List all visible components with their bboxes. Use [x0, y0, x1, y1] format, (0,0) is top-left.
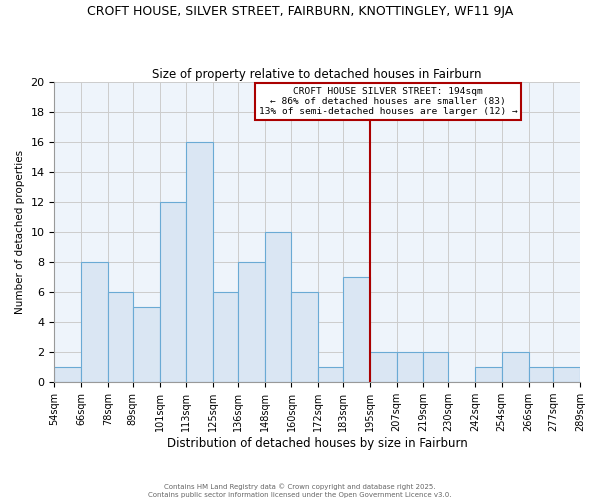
Bar	[370, 352, 397, 382]
Bar	[265, 232, 292, 382]
Text: CROFT HOUSE, SILVER STREET, FAIRBURN, KNOTTINGLEY, WF11 9JA: CROFT HOUSE, SILVER STREET, FAIRBURN, KN…	[87, 5, 513, 18]
Bar	[553, 367, 580, 382]
Text: Contains HM Land Registry data © Crown copyright and database right 2025.
Contai: Contains HM Land Registry data © Crown c…	[148, 484, 452, 498]
Bar	[397, 352, 424, 382]
Y-axis label: Number of detached properties: Number of detached properties	[15, 150, 25, 314]
Bar	[160, 202, 187, 382]
Title: Size of property relative to detached houses in Fairburn: Size of property relative to detached ho…	[152, 68, 482, 81]
Bar	[529, 367, 553, 382]
Bar	[502, 352, 529, 382]
Bar	[424, 352, 448, 382]
Bar	[55, 367, 81, 382]
Bar	[81, 262, 108, 382]
Bar	[319, 367, 343, 382]
Text: CROFT HOUSE SILVER STREET: 194sqm
← 86% of detached houses are smaller (83)
13% : CROFT HOUSE SILVER STREET: 194sqm ← 86% …	[259, 86, 518, 117]
Bar	[238, 262, 265, 382]
Bar	[343, 277, 370, 382]
Bar	[292, 292, 319, 382]
Bar	[187, 142, 213, 382]
Bar	[475, 367, 502, 382]
Bar	[108, 292, 133, 382]
Bar	[133, 307, 160, 382]
Bar	[213, 292, 238, 382]
X-axis label: Distribution of detached houses by size in Fairburn: Distribution of detached houses by size …	[167, 437, 467, 450]
